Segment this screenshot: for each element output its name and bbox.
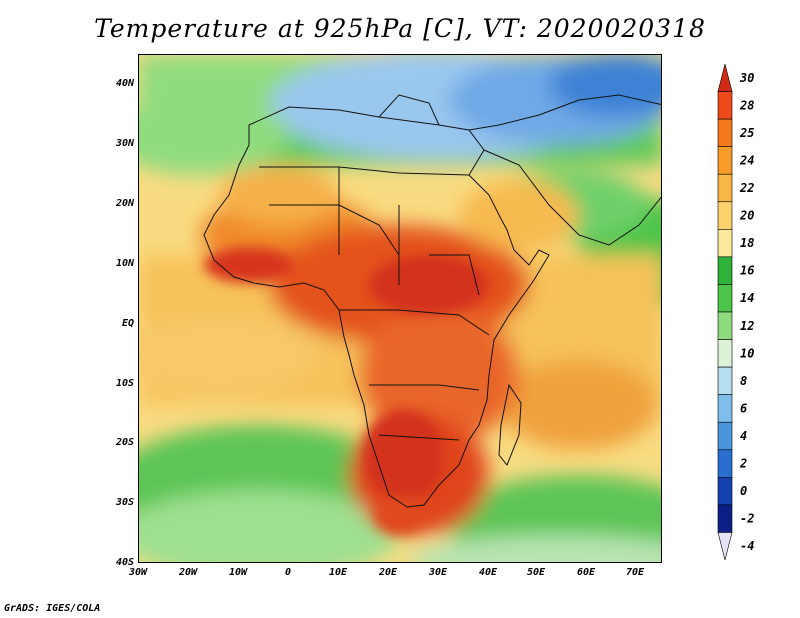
colorbar-swatch (717, 173, 733, 203)
colorbar-label: 10 (740, 346, 754, 360)
lon-label-50e: 50E (526, 567, 546, 578)
lat-label-10s: 10S (115, 378, 134, 389)
colorbar-label: 2 (739, 457, 747, 471)
colorbar-label: 20 (739, 209, 754, 223)
lon-label-60e: 60E (576, 567, 596, 578)
grads-credit: GrADS: IGES/COLA (4, 603, 101, 614)
colorbar-label: 24 (739, 153, 754, 167)
colorbar-swatch (717, 532, 733, 560)
colorbar-swatch (717, 339, 733, 368)
lon-label-10e: 10E (328, 567, 348, 578)
colorbar-swatch (717, 256, 733, 285)
colorbar-label: 18 (740, 236, 754, 250)
map-title: Temperature at 925hPa [C], VT: 202002031… (94, 14, 706, 43)
colorbar-label: 28 (739, 98, 754, 112)
colorbar-swatch (717, 504, 733, 533)
colorbar-swatch (717, 201, 733, 230)
lon-label-30w: 30W (128, 567, 148, 578)
colorbar-swatch (717, 394, 733, 423)
lon-label-40e: 40E (478, 567, 498, 578)
colorbar-label: 0 (740, 484, 747, 498)
lat-label-40s: 40S (115, 557, 134, 568)
colorbar-label: -4 (740, 539, 754, 553)
colorbar-swatch (717, 146, 733, 175)
colorbar-swatch (717, 421, 733, 451)
colorbar-label: 30 (739, 71, 754, 85)
colorbar-label: 8 (740, 374, 747, 388)
lon-label-70e: 70E (625, 567, 645, 578)
lat-label-30n: 30N (115, 138, 134, 149)
colorbar-swatch (717, 366, 733, 395)
temperature-map (138, 54, 662, 563)
lon-label-0: 0 (284, 567, 292, 578)
colorbar-swatch (717, 118, 733, 147)
lon-label-30e: 30E (428, 567, 448, 578)
lat-label-30s: 30S (115, 497, 134, 508)
colorbar-swatch (717, 64, 733, 92)
lon-label-10w: 10W (228, 567, 248, 578)
colorbar-swatch (717, 91, 733, 120)
colorbar-label: 16 (740, 264, 754, 278)
colorbar-swatch (717, 229, 733, 258)
colorbar-label: 22 (739, 181, 754, 195)
colorbar-swatch (717, 284, 733, 313)
colorbar-swatch (717, 477, 733, 506)
colorbar-label: 14 (740, 291, 754, 305)
lat-label-eq: EQ (121, 318, 134, 329)
colorbar-label: 12 (740, 319, 754, 333)
colorbar-swatch (717, 449, 733, 478)
lon-label-20w: 20W (178, 567, 198, 578)
colorbar-label: -2 (740, 512, 754, 526)
colorbar-label: 6 (740, 401, 747, 415)
coastline-overlay (203, 94, 661, 508)
lat-label-40n: 40N (115, 78, 134, 89)
lon-label-20e: 20E (378, 567, 398, 578)
colorbar-swatch (717, 311, 733, 340)
lat-label-10n: 10N (115, 258, 134, 269)
colorbar-label: 4 (740, 429, 747, 443)
lat-label-20n: 20N (115, 198, 134, 209)
colorbar-label: 25 (739, 126, 754, 140)
lat-label-20s: 20S (115, 437, 134, 448)
